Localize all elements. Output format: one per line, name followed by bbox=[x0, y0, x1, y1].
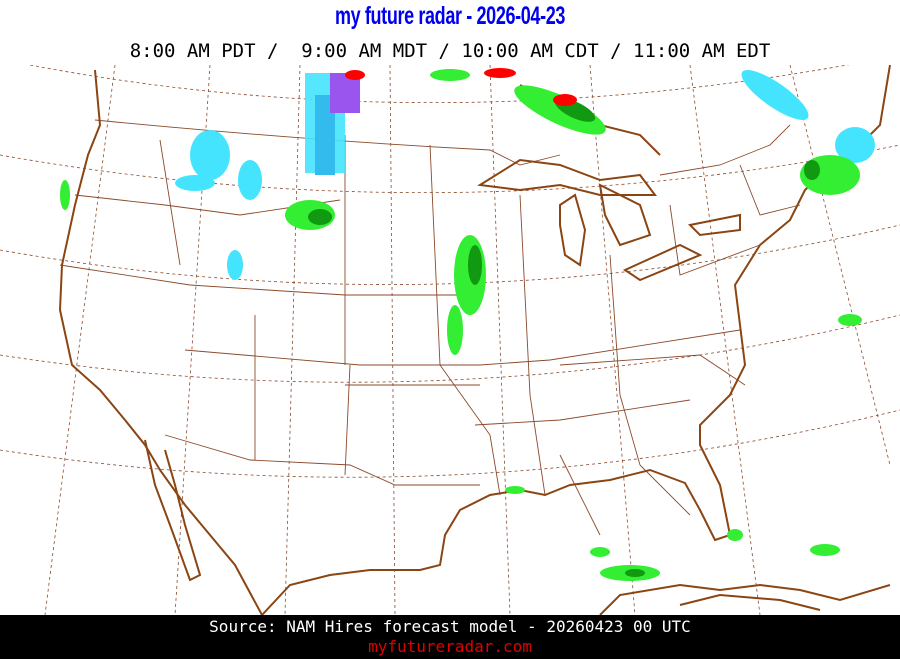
heavy-rain-montana bbox=[345, 70, 365, 80]
rain-iowa-core bbox=[468, 245, 482, 285]
meridian-line bbox=[389, 65, 396, 615]
heavy-rain-ontario bbox=[553, 94, 577, 106]
site-link[interactable]: myfutureradar.com bbox=[368, 637, 532, 656]
rain-canada bbox=[430, 69, 470, 81]
parallel-line bbox=[0, 409, 900, 478]
snow-wyoming bbox=[238, 160, 262, 200]
rain-atlantic bbox=[838, 314, 862, 326]
parallel-line bbox=[0, 314, 900, 383]
state-borders bbox=[59, 119, 801, 536]
snow-quebec bbox=[741, 70, 809, 120]
rain-washington bbox=[60, 180, 70, 210]
snow-band-core bbox=[315, 95, 335, 175]
rain-louisiana bbox=[505, 486, 525, 494]
forecast-precipitation bbox=[60, 68, 875, 581]
footer: Source: NAM Hires forecast model - 20260… bbox=[0, 615, 900, 659]
snow-idaho bbox=[190, 130, 230, 180]
heavy-rain-north bbox=[484, 68, 516, 78]
meridian-line bbox=[689, 65, 761, 615]
canada-border-east bbox=[659, 124, 791, 176]
lake-ontario bbox=[687, 213, 741, 237]
snow-maine bbox=[835, 127, 875, 163]
lake-superior bbox=[477, 158, 657, 196]
baja-california bbox=[144, 439, 202, 582]
meridian-line bbox=[284, 65, 301, 615]
parallel-line bbox=[0, 224, 900, 285]
rain-bahamas bbox=[810, 544, 840, 556]
radar-map bbox=[0, 65, 900, 615]
rain-wyoming-core bbox=[308, 209, 332, 225]
snow-idaho-2 bbox=[175, 175, 215, 191]
rain-caribbean bbox=[590, 547, 610, 557]
parallel-line bbox=[0, 144, 900, 194]
model-source: Source: NAM Hires forecast model - 20260… bbox=[209, 617, 691, 636]
lake-erie bbox=[622, 243, 703, 282]
rain-florida bbox=[727, 529, 743, 541]
parallel-line bbox=[29, 65, 850, 104]
rain-missouri bbox=[447, 305, 463, 355]
graticule bbox=[0, 65, 900, 615]
yucatan-coast bbox=[599, 583, 891, 615]
rain-ontario bbox=[514, 85, 606, 135]
gulf-coast bbox=[261, 65, 891, 615]
rain-newengland-core bbox=[804, 160, 820, 180]
page-title: my future radar - 2026-04-23 bbox=[334, 2, 566, 30]
coastline bbox=[58, 65, 891, 615]
snow-utah bbox=[227, 250, 243, 280]
west-coast bbox=[58, 69, 263, 615]
meridian-line bbox=[589, 65, 636, 615]
cuba bbox=[679, 593, 821, 611]
lake-michigan bbox=[559, 193, 587, 267]
meridian-line bbox=[489, 65, 511, 615]
rain-gulf-core bbox=[625, 569, 645, 577]
meridian-line bbox=[789, 65, 891, 466]
meridian-line bbox=[44, 65, 116, 615]
lake-huron bbox=[598, 183, 652, 247]
forecast-time-line: 8:00 AM PDT / 9:00 AM MDT / 10:00 AM CDT… bbox=[129, 40, 771, 62]
